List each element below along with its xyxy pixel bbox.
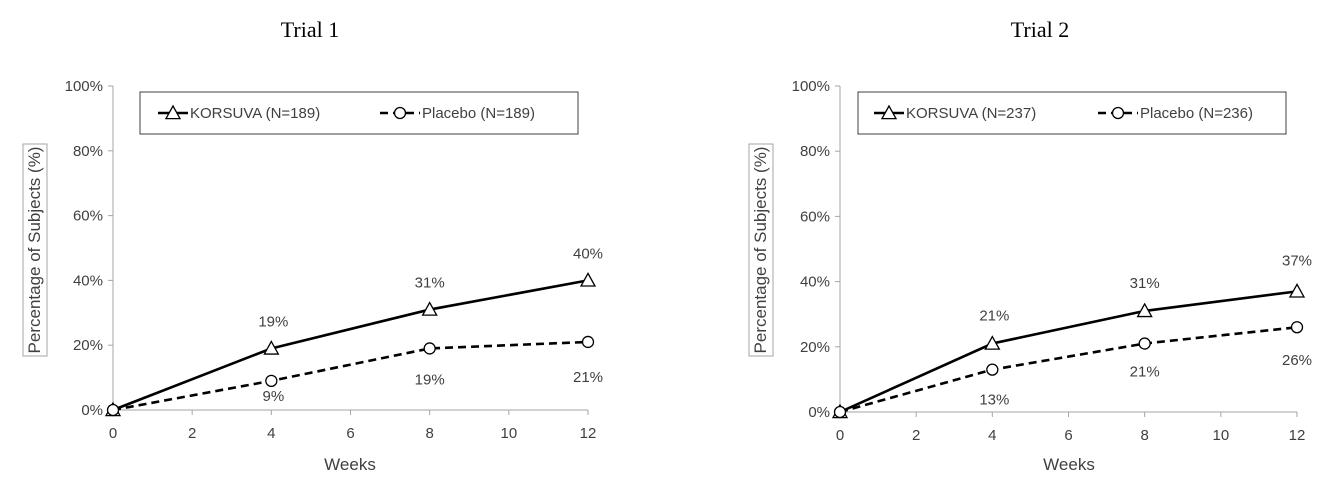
y-axis-label-box — [748, 143, 774, 357]
y-tick-label: 20% — [800, 339, 830, 356]
y-tick-label: 100% — [65, 78, 103, 95]
data-label: 19% — [258, 313, 288, 330]
data-label: 21% — [1130, 364, 1160, 381]
legend-label: KORSUVA (N=237) — [906, 105, 1036, 122]
data-label: 40% — [573, 245, 603, 262]
x-tick-label: 4 — [267, 425, 275, 442]
series-1-point — [263, 340, 280, 355]
x-tick-label: 10 — [1212, 427, 1229, 444]
legend-circle-marker — [1111, 106, 1125, 120]
chart-2: Trial 2 0% 20% 40% 60% 80% 100% 0 2 4 6 8 10 12 Weeks P… — [748, 17, 1312, 474]
y-tick-label: 40% — [73, 272, 103, 289]
legend-triangle-marker — [880, 104, 898, 120]
series-1-point — [1288, 283, 1306, 298]
chart-1: Trial 1 0% 20% 40% 60% 80% 100% 0 2 4 6 8 10 12 Weeks P… — [22, 17, 603, 474]
y-tick-label: 40% — [800, 274, 830, 291]
y-axis-label-box — [22, 143, 48, 357]
y-tick-label: 100% — [792, 78, 830, 95]
y-axis-label: Percentage of Subjects (%) — [751, 147, 770, 354]
legend-label: Placebo (N=236) — [1140, 105, 1253, 122]
legend-box — [857, 91, 1287, 135]
y-tick-label: 60% — [800, 208, 830, 225]
y-tick-label: 0% — [81, 402, 103, 419]
series-line-1 — [839, 290, 1298, 414]
legend-label: Placebo (N=189) — [422, 105, 535, 122]
series-2-point — [423, 342, 436, 355]
x-tick-label: 12 — [580, 425, 597, 442]
y-tick-label: 60% — [73, 208, 103, 225]
series-2-point — [1290, 321, 1304, 334]
series-1-point — [1136, 302, 1153, 318]
series-1-point — [579, 272, 597, 287]
x-tick-label: 0 — [109, 425, 117, 442]
y-tick-label: 80% — [73, 143, 103, 160]
data-label: 21% — [979, 308, 1009, 325]
y-tick-label: 0% — [808, 404, 830, 421]
data-label: 31% — [415, 275, 445, 292]
series-1-point — [984, 335, 1001, 350]
series-line-2 — [839, 325, 1298, 414]
x-tick-label: 4 — [988, 427, 996, 444]
x-axis-label: Weeks — [324, 455, 376, 474]
data-label: 26% — [1282, 352, 1312, 369]
chart-title: Trial 2 — [1011, 17, 1069, 42]
legend-circle-marker — [393, 106, 407, 120]
y-axis-label: Percentage of Subjects (%) — [25, 147, 44, 354]
chart-title: Trial 1 — [281, 17, 339, 42]
x-tick-label: 12 — [1289, 427, 1306, 444]
series-2-point — [106, 403, 120, 417]
x-tick-label: 8 — [425, 425, 433, 442]
x-tick-label: 2 — [188, 425, 196, 442]
series-2-point — [833, 405, 847, 419]
legend-triangle-marker — [164, 104, 182, 120]
x-tick-label: 10 — [500, 425, 517, 442]
data-label: 19% — [415, 371, 445, 388]
x-tick-label: 8 — [1140, 427, 1148, 444]
y-tick-label: 80% — [800, 143, 830, 160]
data-label: 37% — [1282, 252, 1312, 269]
x-tick-label: 2 — [912, 427, 920, 444]
series-line-2 — [112, 340, 589, 412]
x-axis-label: Weeks — [1043, 455, 1095, 474]
legend-label: KORSUVA (N=189) — [190, 105, 320, 122]
x-tick-label: 6 — [346, 425, 354, 442]
data-label: 21% — [573, 369, 603, 386]
series-1-point — [421, 301, 438, 316]
data-label: 9% — [262, 388, 284, 405]
x-tick-label: 6 — [1064, 427, 1072, 444]
x-tick-label: 0 — [836, 427, 844, 444]
series-2-point — [1138, 337, 1151, 350]
series-2-point — [986, 363, 999, 376]
series-line-1 — [112, 279, 589, 412]
data-label: 31% — [1130, 275, 1160, 292]
y-tick-label: 20% — [73, 337, 103, 354]
series-2-point — [581, 335, 595, 349]
data-label: 13% — [979, 392, 1009, 409]
series-2-point — [265, 374, 278, 387]
legend-box — [139, 91, 579, 135]
